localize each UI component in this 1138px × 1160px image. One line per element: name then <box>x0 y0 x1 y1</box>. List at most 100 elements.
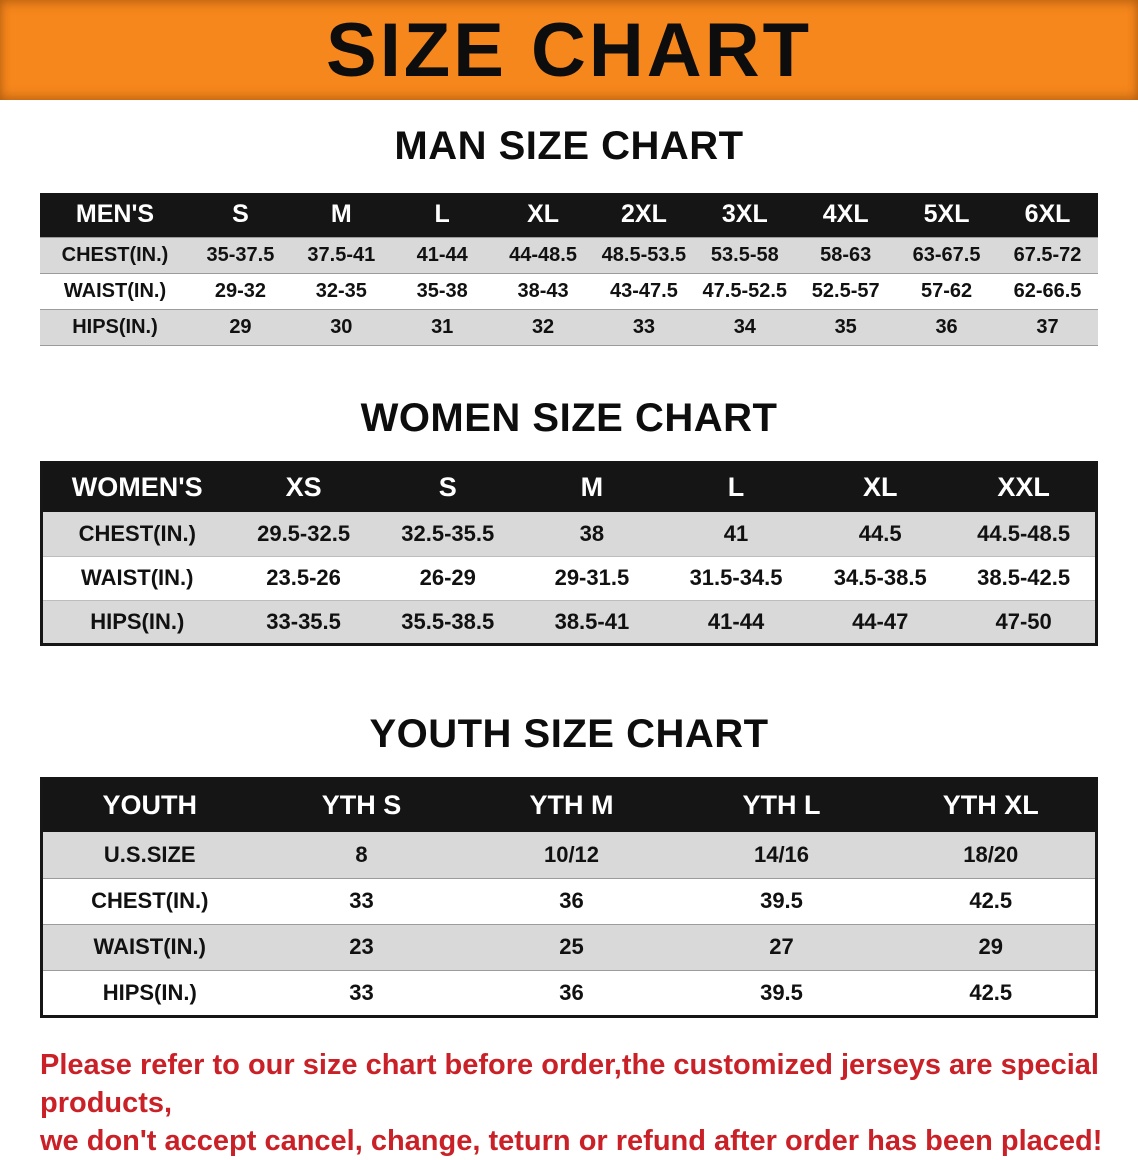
measurement-value: 33 <box>257 970 467 1016</box>
page-title: SIZE CHART <box>326 7 812 94</box>
measurement-value: 29.5-32.5 <box>232 512 376 556</box>
measurement-value: 26-29 <box>376 556 520 600</box>
size-column-header: YTH XL <box>887 778 1097 832</box>
measurement-label: CHEST(IN.) <box>42 512 232 556</box>
measurement-value: 25 <box>467 924 677 970</box>
footer-note: Please refer to our size chart before or… <box>40 1046 1138 1160</box>
size-column-header: M <box>291 193 392 237</box>
measurement-value: 27 <box>677 924 887 970</box>
measurement-value: 14/16 <box>677 832 887 878</box>
measurement-value: 35.5-38.5 <box>376 600 520 644</box>
measurement-value: 38 <box>520 512 664 556</box>
size-chart-banner: SIZE CHART <box>0 0 1138 100</box>
size-column-header: XS <box>232 462 376 512</box>
size-column-header: YTH L <box>677 778 887 832</box>
measurement-value: 63-67.5 <box>896 237 997 273</box>
size-column-header: XL <box>808 462 952 512</box>
size-column-header: 6XL <box>997 193 1098 237</box>
measurement-value: 30 <box>291 309 392 345</box>
size-column-header: YTH M <box>467 778 677 832</box>
measurement-value: 42.5 <box>887 970 1097 1016</box>
youth-size-chart-heading: YOUTH SIZE CHART <box>0 712 1138 757</box>
table-corner-label: YOUTH <box>42 778 257 832</box>
measurement-value: 33 <box>594 309 695 345</box>
measurement-value: 44-47 <box>808 600 952 644</box>
size-column-header: S <box>376 462 520 512</box>
women-size-chart-heading: WOMEN SIZE CHART <box>0 396 1138 441</box>
measurement-value: 33-35.5 <box>232 600 376 644</box>
measurement-value: 34.5-38.5 <box>808 556 952 600</box>
size-column-header: 2XL <box>594 193 695 237</box>
measurement-value: 62-66.5 <box>997 273 1098 309</box>
measurement-value: 29-32 <box>190 273 291 309</box>
measurement-value: 41-44 <box>664 600 808 644</box>
measurement-label: HIPS(IN.) <box>42 600 232 644</box>
measurement-value: 31 <box>392 309 493 345</box>
measurement-value: 44.5 <box>808 512 952 556</box>
size-column-header: 3XL <box>694 193 795 237</box>
measurement-value: 53.5-58 <box>694 237 795 273</box>
measurement-value: 47.5-52.5 <box>694 273 795 309</box>
footer-note-line2: we don't accept cancel, change, teturn o… <box>40 1125 1102 1157</box>
measurement-value: 36 <box>467 878 677 924</box>
measurement-value: 48.5-53.5 <box>594 237 695 273</box>
measurement-value: 29-31.5 <box>520 556 664 600</box>
measurement-value: 43-47.5 <box>594 273 695 309</box>
size-column-header: 4XL <box>795 193 896 237</box>
measurement-value: 33 <box>257 878 467 924</box>
measurement-value: 57-62 <box>896 273 997 309</box>
measurement-label: CHEST(IN.) <box>42 878 257 924</box>
measurement-value: 36 <box>896 309 997 345</box>
measurement-value: 38.5-42.5 <box>952 556 1096 600</box>
measurement-value: 41 <box>664 512 808 556</box>
measurement-value: 8 <box>257 832 467 878</box>
measurement-value: 32 <box>493 309 594 345</box>
size-column-header: L <box>392 193 493 237</box>
measurement-value: 29 <box>190 309 291 345</box>
measurement-value: 58-63 <box>795 237 896 273</box>
measurement-label: WAIST(IN.) <box>42 556 232 600</box>
measurement-value: 39.5 <box>677 878 887 924</box>
measurement-value: 52.5-57 <box>795 273 896 309</box>
measurement-value: 37 <box>997 309 1098 345</box>
measurement-value: 36 <box>467 970 677 1016</box>
footer-note-line1: Please refer to our size chart before or… <box>40 1049 1099 1119</box>
measurement-value: 67.5-72 <box>997 237 1098 273</box>
measurement-value: 44.5-48.5 <box>952 512 1096 556</box>
measurement-value: 18/20 <box>887 832 1097 878</box>
measurement-value: 35-38 <box>392 273 493 309</box>
measurement-label: CHEST(IN.) <box>40 237 190 273</box>
measurement-value: 35-37.5 <box>190 237 291 273</box>
measurement-label: HIPS(IN.) <box>42 970 257 1016</box>
men-size-chart-heading: MAN SIZE CHART <box>0 124 1138 169</box>
measurement-label: WAIST(IN.) <box>40 273 190 309</box>
table-corner-label: WOMEN'S <box>42 462 232 512</box>
measurement-value: 32-35 <box>291 273 392 309</box>
size-column-header: 5XL <box>896 193 997 237</box>
measurement-value: 44-48.5 <box>493 237 594 273</box>
measurement-value: 41-44 <box>392 237 493 273</box>
measurement-value: 39.5 <box>677 970 887 1016</box>
measurement-value: 32.5-35.5 <box>376 512 520 556</box>
size-column-header: S <box>190 193 291 237</box>
measurement-value: 10/12 <box>467 832 677 878</box>
measurement-value: 38-43 <box>493 273 594 309</box>
measurement-value: 37.5-41 <box>291 237 392 273</box>
measurement-label: U.S.SIZE <box>42 832 257 878</box>
measurement-label: WAIST(IN.) <box>42 924 257 970</box>
measurement-label: HIPS(IN.) <box>40 309 190 345</box>
